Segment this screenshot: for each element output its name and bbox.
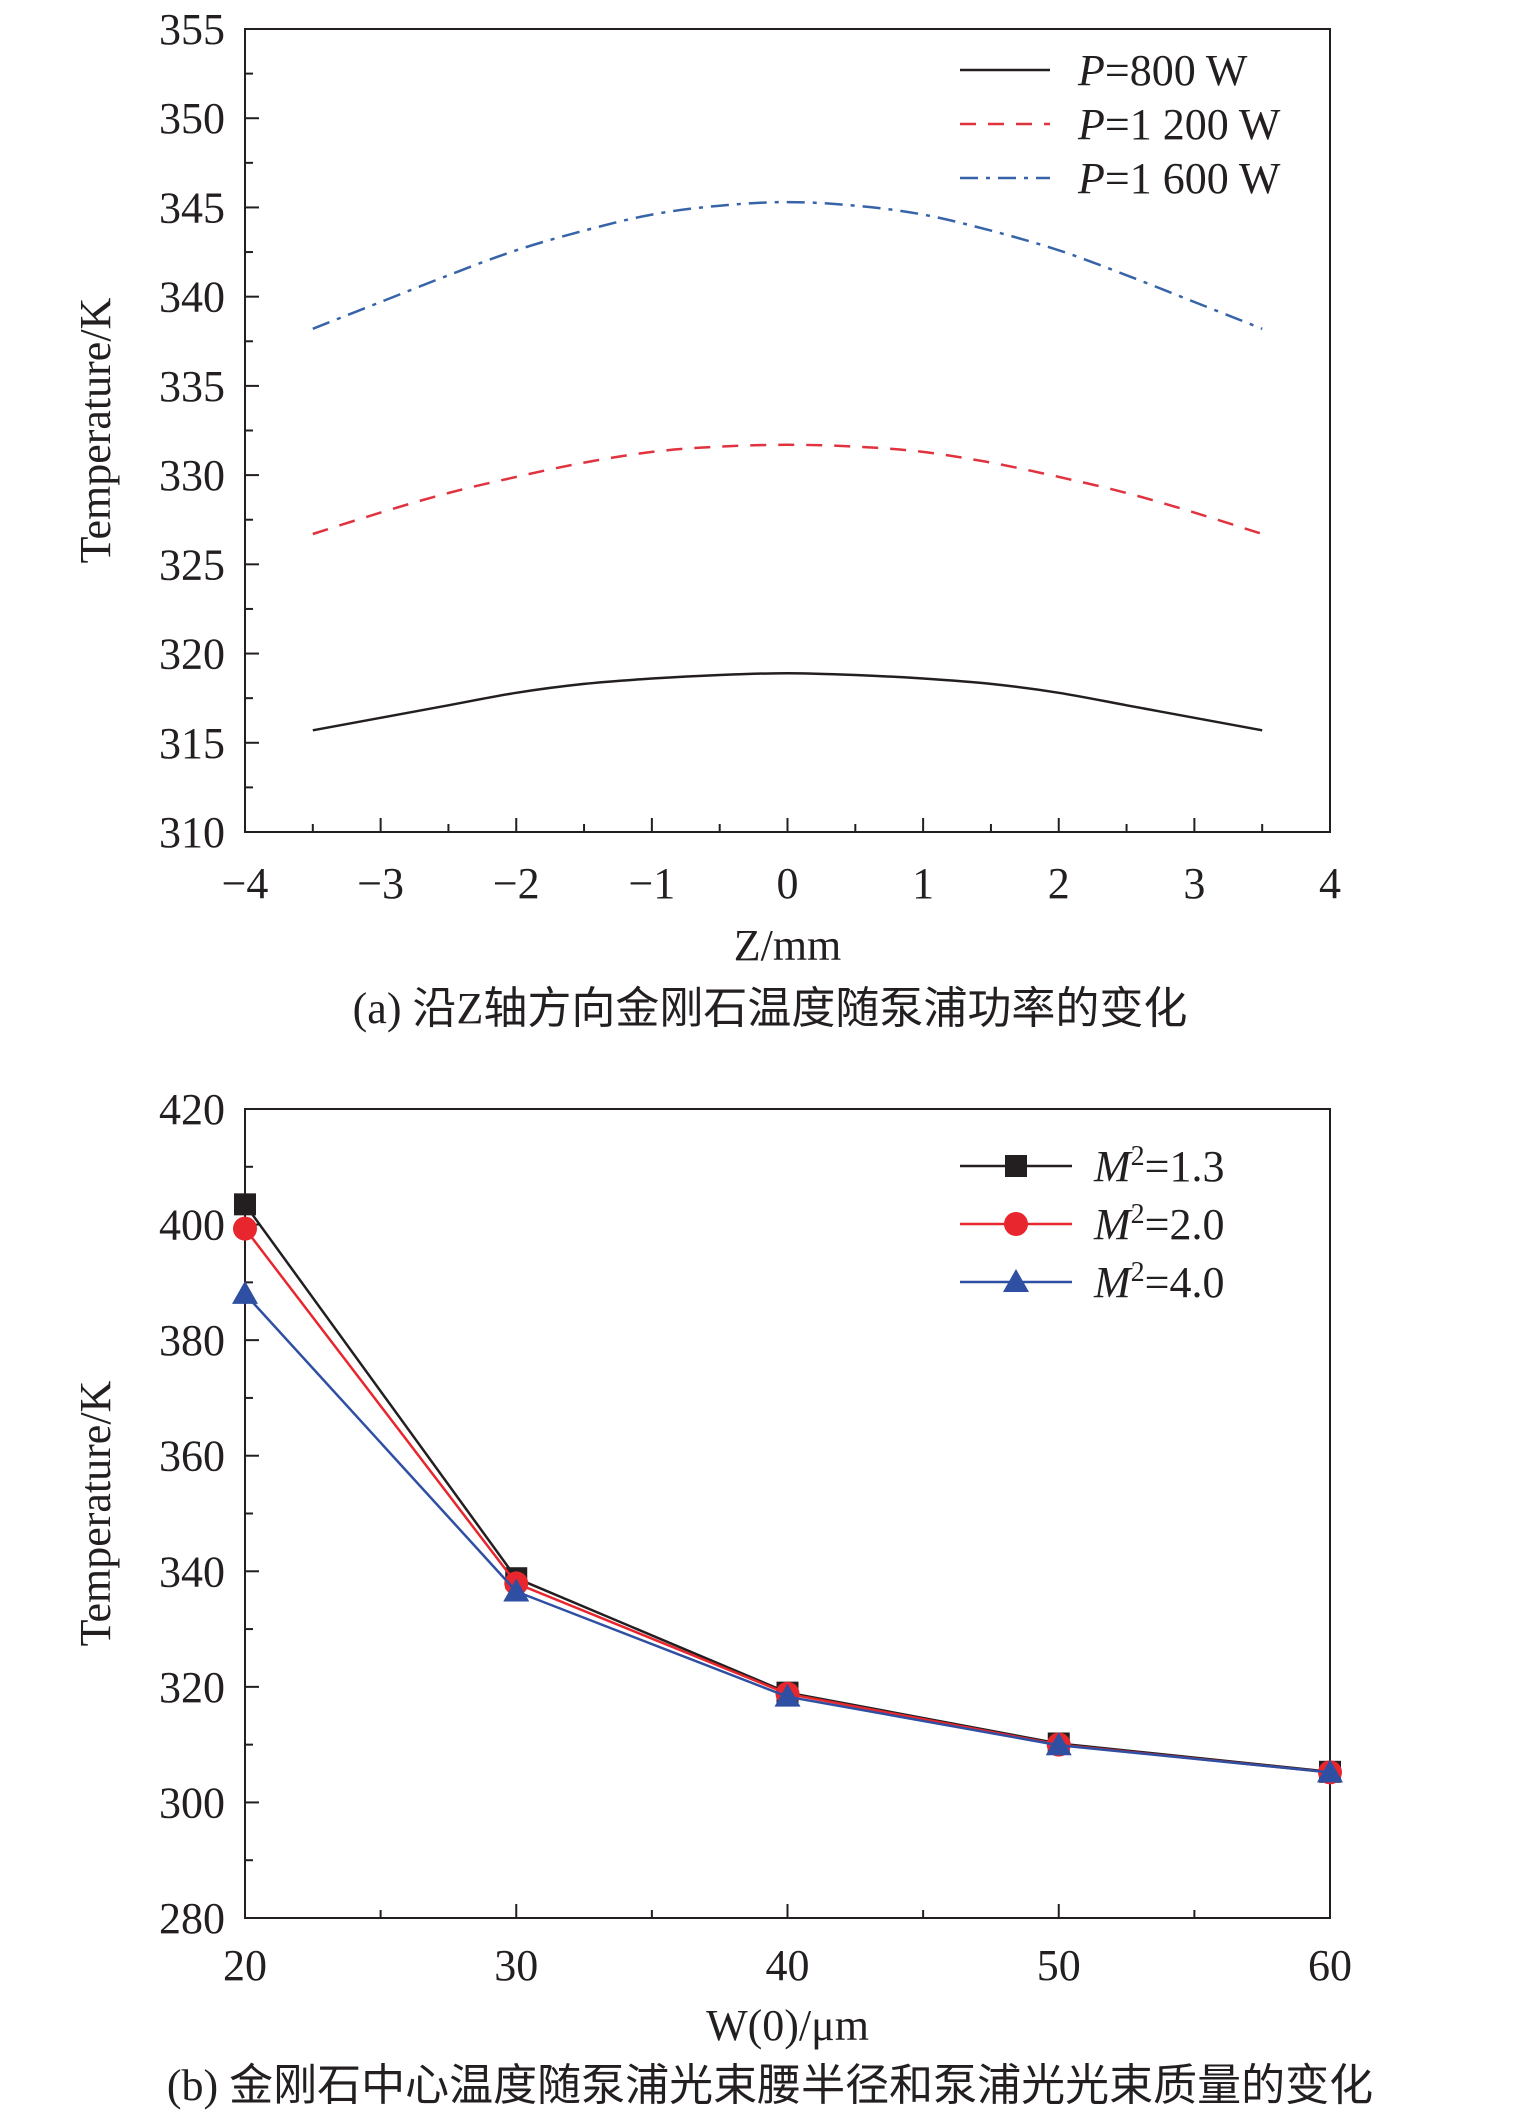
legend-label: M2=2.0 bbox=[1093, 1199, 1224, 1249]
y-tick-label: 335 bbox=[159, 362, 225, 411]
legend-label: M2=1.3 bbox=[1093, 1141, 1224, 1191]
x-tick-label: 0 bbox=[777, 859, 799, 908]
legend-label-value: =1.3 bbox=[1145, 1142, 1225, 1191]
y-axis-label: Temperature/K bbox=[71, 297, 120, 563]
y-tick-label: 420 bbox=[159, 1085, 225, 1134]
legend-marker bbox=[1005, 1155, 1027, 1177]
x-tick-label: 3 bbox=[1183, 859, 1205, 908]
y-tick-label: 340 bbox=[159, 273, 225, 322]
x-axis-label: W(0)/μm bbox=[706, 2001, 869, 2050]
y-tick-label: 300 bbox=[159, 1778, 225, 1827]
data-point-triangle bbox=[503, 1578, 530, 1602]
y-tick-label: 380 bbox=[159, 1316, 225, 1365]
legend-label-value: =1 200 W bbox=[1105, 100, 1281, 149]
y-tick-label: 310 bbox=[159, 808, 225, 857]
data-point-triangle bbox=[1317, 1759, 1343, 1783]
x-tick-label: −1 bbox=[628, 859, 675, 908]
legend-label: P=1 200 W bbox=[1077, 100, 1281, 149]
legend-label-superscript: 2 bbox=[1131, 1141, 1145, 1172]
figure-caption: (b) 金刚石中心温度随泵浦光束腰半径和泵浦光光束质量的变化 bbox=[167, 2061, 1373, 2110]
legend-label-value: =1 600 W bbox=[1105, 154, 1281, 203]
y-tick-label: 330 bbox=[159, 451, 225, 500]
legend-label: P=800 W bbox=[1077, 46, 1248, 95]
series-line bbox=[312, 671, 1263, 732]
x-tick-label: 60 bbox=[1308, 1941, 1352, 1990]
legend-label-variable: M bbox=[1093, 1142, 1133, 1191]
y-tick-label: 320 bbox=[159, 1663, 225, 1712]
data-point-triangle bbox=[232, 1280, 258, 1304]
y-tick-label: 345 bbox=[159, 183, 225, 232]
y-tick-label: 340 bbox=[159, 1547, 225, 1596]
y-tick-label: 360 bbox=[159, 1432, 225, 1481]
legend-label-superscript: 2 bbox=[1131, 1257, 1145, 1288]
y-tick-label: 400 bbox=[159, 1201, 225, 1250]
x-tick-label: 2 bbox=[1048, 859, 1070, 908]
legend-label-value: =4.0 bbox=[1145, 1258, 1225, 1307]
legend-label-variable: M bbox=[1093, 1258, 1133, 1307]
y-tick-label: 320 bbox=[159, 630, 225, 679]
legend-label-value: =800 W bbox=[1105, 46, 1248, 95]
legend-label-variable: P bbox=[1077, 154, 1105, 203]
legend-label-superscript: 2 bbox=[1131, 1199, 1145, 1230]
chart-panel-a: −4 −3 −2 −1 0 1 2 3 4 310 315 320 325 330 335 340 345 350… bbox=[71, 5, 1341, 1033]
x-tick-label: 30 bbox=[494, 1941, 538, 1990]
x-tick-label: 40 bbox=[766, 1941, 810, 1990]
x-tick-label: −4 bbox=[222, 859, 269, 908]
x-tick-label: −3 bbox=[357, 859, 404, 908]
x-tick-label: 1 bbox=[912, 859, 934, 908]
data-point-triangle bbox=[1045, 1732, 1072, 1756]
chart-panel-b: 20 30 40 50 60 280 300 320 340 360 380 400 420 W(0)/μ… bbox=[71, 1085, 1373, 2110]
figure-caption: (a) 沿Z轴方向金刚石温度随泵浦功率的变化 bbox=[353, 984, 1188, 1033]
y-tick-label: 350 bbox=[159, 94, 225, 143]
y-tick-label: 355 bbox=[159, 5, 225, 54]
series-line bbox=[312, 200, 1263, 330]
x-tick-label: 20 bbox=[223, 1941, 267, 1990]
legend-label-variable: M bbox=[1093, 1200, 1133, 1249]
x-tick-label: 4 bbox=[1319, 859, 1341, 908]
legend-label-variable: P bbox=[1077, 100, 1105, 149]
x-axis-label: Z/mm bbox=[734, 921, 842, 970]
y-tick-label: 280 bbox=[159, 1894, 225, 1943]
x-tick-label: −2 bbox=[493, 859, 540, 908]
data-point-square bbox=[234, 1193, 256, 1216]
data-point-circle bbox=[233, 1216, 257, 1241]
y-axis-label: Temperature/K bbox=[71, 1380, 120, 1646]
x-tick-label: 50 bbox=[1037, 1941, 1081, 1990]
data-point-triangle bbox=[774, 1683, 801, 1707]
series-line bbox=[312, 443, 1263, 536]
legend-label-variable: P bbox=[1077, 46, 1105, 95]
legend-label: P=1 600 W bbox=[1077, 154, 1281, 203]
legend-marker bbox=[1004, 1212, 1028, 1236]
legend-marker bbox=[1003, 1269, 1029, 1292]
legend-label: M2=4.0 bbox=[1093, 1257, 1224, 1307]
legend-label-value: =2.0 bbox=[1145, 1200, 1225, 1249]
y-tick-label: 315 bbox=[159, 719, 225, 768]
y-tick-label: 325 bbox=[159, 540, 225, 589]
